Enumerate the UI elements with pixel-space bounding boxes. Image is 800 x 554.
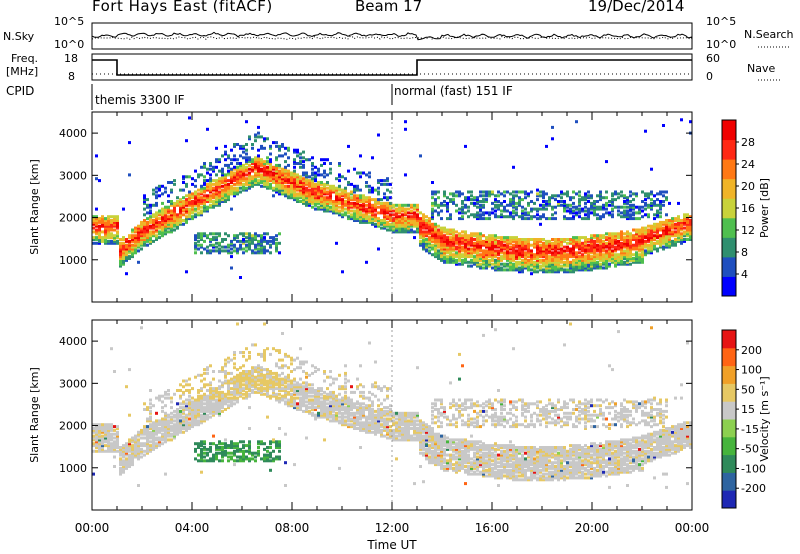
velocity-panel: 1000 2000 3000 4000 Slant Range [km]: [28, 319, 693, 511]
freq-strip-frame: [91, 53, 693, 81]
x-axis-label: Time UT: [366, 538, 417, 552]
colorbar-tick-label: 24: [741, 158, 755, 171]
colorbar-tick-label: 50: [741, 383, 755, 396]
nave-label: Nave: [747, 62, 776, 75]
colorbar-tick-label: 200: [741, 344, 762, 357]
colorbar-segment: [722, 237, 736, 258]
time-axis: 00:00 04:00 08:00 12:00 16:00 20:00 00:00 Time …: [75, 521, 710, 552]
y-tick-label: 3000: [59, 377, 87, 390]
colorbar-segment: [722, 365, 736, 384]
colorbar-segment: [722, 436, 736, 456]
x-tick-label: 16:00: [475, 521, 510, 535]
colorbar-tick-label: 16: [741, 202, 755, 215]
cpid-segment-1: themis 3300 IF: [95, 93, 185, 107]
colorbar-tick-label: 8: [741, 246, 748, 259]
velocity-colorbar: 200 100 50 15 -15 -50 -100 -200 Velocity [m s⁻¹]: [721, 329, 771, 509]
colorbar-tick-label: 15: [741, 403, 755, 416]
echo-cells: [92, 116, 692, 279]
colorbar-tick-label: -100: [741, 462, 766, 475]
y-tick-label: 1000: [59, 462, 87, 475]
freq-label-line1: Freq.: [11, 52, 39, 65]
nave-tick-bottom: 0: [706, 70, 713, 83]
nsky-label: N.Sky: [3, 30, 35, 43]
y-tick-label: 3000: [59, 169, 87, 182]
echo-cells: [92, 322, 692, 489]
chart-title: Fort Hays East (fitACF): [92, 0, 273, 15]
y-tick-label: 1000: [59, 254, 87, 267]
power-colorbar: 4 8 12 16 20 24 28 Power [dB]: [721, 119, 771, 297]
x-tick-label: 12:00: [375, 521, 410, 535]
colorbar-segment: [722, 139, 736, 160]
y-tick-label: 4000: [59, 127, 87, 140]
colorbar-segment: [722, 198, 736, 219]
freq-tick-bottom: 8: [68, 70, 75, 83]
beam-label: Beam 17: [355, 0, 423, 15]
nsearch-tick-top: 10^5: [706, 15, 737, 28]
nsearch-tick-bottom: 10^0: [706, 38, 737, 51]
nsearch-label: N.Search: [744, 28, 794, 41]
colorbar-tick-label: -50: [741, 443, 759, 456]
y-tick-label: 2000: [59, 212, 87, 225]
nsky-tick-top: 10^5: [54, 15, 85, 28]
y-axis-label: Slant Range [km]: [28, 159, 41, 255]
y-tick-label: 2000: [59, 420, 87, 433]
colorbar-tick-label: 28: [741, 136, 755, 149]
colorbar-segment: [722, 330, 736, 349]
colorbar-segment: [722, 419, 736, 438]
colorbar-segment: [722, 120, 736, 141]
nsearch-noise-line: [91, 35, 693, 41]
colorbar-segment: [722, 159, 736, 180]
power-panel: 1000 2000 3000 4000 Slant Range [km]: [28, 111, 693, 303]
freq-tick-top: 18: [64, 52, 78, 65]
y-tick-label: 4000: [59, 335, 87, 348]
colorbar-segment: [722, 383, 736, 402]
nsky-noise-line: [91, 31, 693, 41]
nsky-strip-frame: [91, 22, 693, 50]
colorbar-segment: [722, 276, 736, 297]
x-tick-label: 04:00: [175, 521, 210, 535]
x-tick-label: 00:00: [75, 521, 110, 535]
colorbar-segment: [722, 347, 736, 367]
colorbar-segment: [722, 472, 736, 491]
colorbar-segment: [722, 178, 736, 199]
nave-tick-top: 60: [706, 52, 720, 65]
x-tick-label: 08:00: [275, 521, 310, 535]
cpid-segment-2: normal (fast) 151 IF: [394, 84, 513, 98]
colorbar-segment: [722, 454, 736, 473]
colorbar-tick-label: -15: [741, 423, 759, 436]
colorbar-label: Velocity [m s⁻¹]: [758, 376, 771, 461]
frequency-line: [92, 59, 692, 76]
colorbar-segment: [722, 401, 736, 420]
colorbar-frame: [721, 329, 737, 509]
parameter-strips: [91, 22, 790, 110]
colorbar-tick-label: 4: [741, 268, 748, 281]
colorbar-segment: [722, 490, 736, 509]
nsky-tick-bottom: 10^0: [54, 38, 85, 51]
x-tick-label: 20:00: [575, 521, 610, 535]
colorbar-label: Power [dB]: [758, 178, 771, 238]
x-tick-label: 00:00: [675, 521, 710, 535]
colorbar-segment: [722, 256, 736, 277]
cpid-label: CPID: [6, 84, 35, 98]
colorbar-tick-label: 100: [741, 364, 762, 377]
colorbar-tick-label: 12: [741, 224, 755, 237]
freq-label-line2: [MHz]: [6, 65, 39, 78]
colorbar-segment: [722, 217, 736, 238]
colorbar-tick-label: -200: [741, 482, 766, 495]
colorbar-tick-label: 20: [741, 180, 755, 193]
date-label: 19/Dec/2014: [588, 0, 685, 15]
y-axis-label: Slant Range [km]: [28, 367, 41, 463]
